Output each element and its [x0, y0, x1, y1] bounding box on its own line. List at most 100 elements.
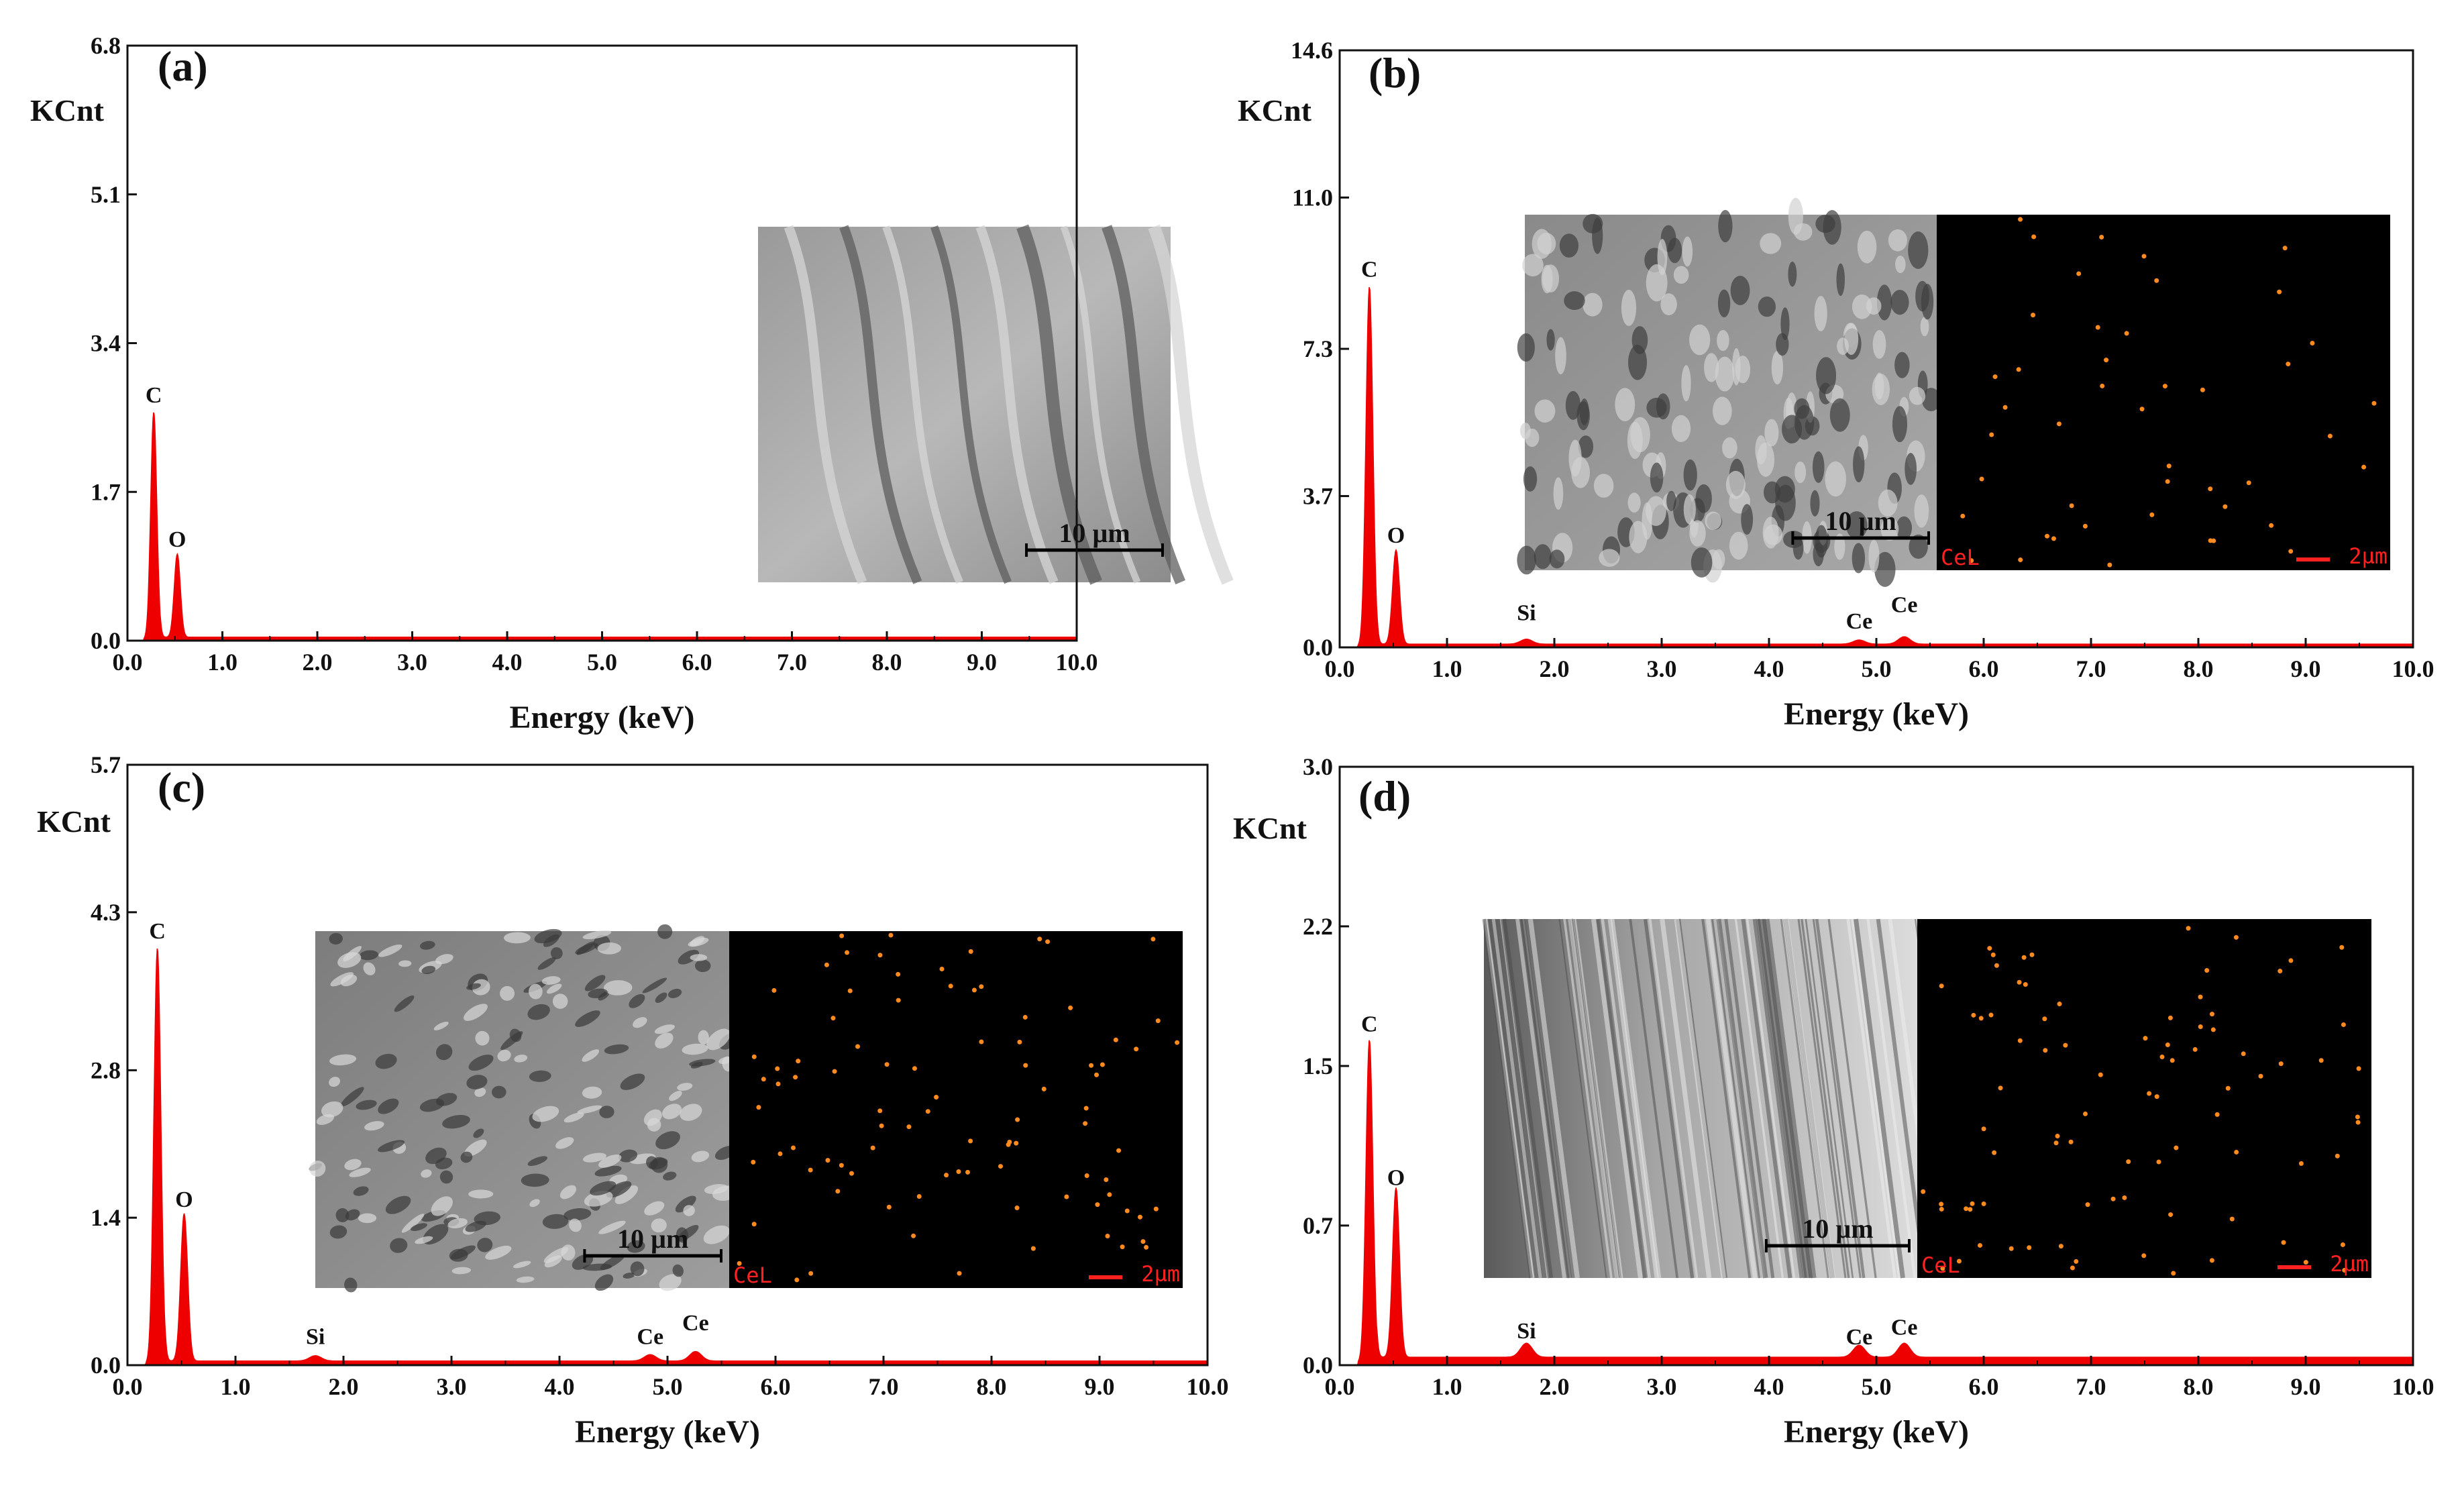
ce-dot — [1994, 963, 1999, 968]
ce-dot — [2278, 969, 2283, 974]
ce-dot — [2085, 1202, 2090, 1208]
y-tick-label: 0.0 — [1303, 634, 1333, 661]
x-tick-label: 10.0 — [1187, 1373, 1229, 1400]
y-tick-label: 5.7 — [91, 751, 121, 778]
x-tick-label: 7.0 — [869, 1373, 899, 1400]
x-tick-label: 2.0 — [329, 1373, 359, 1400]
ce-dot — [855, 1044, 861, 1049]
x-tick-label: 8.0 — [2184, 655, 2214, 682]
y-tick-label: 3.4 — [91, 330, 121, 357]
ce-dot — [1045, 939, 1051, 945]
x-axis-label: Energy (keV) — [575, 1414, 760, 1450]
ce-dot — [796, 1059, 801, 1064]
x-tick-label: 1.0 — [207, 649, 237, 676]
x-tick-label: 3.0 — [437, 1373, 467, 1400]
eds-panel-b: 10 µm CeL 2µm 0.0 1.0 2.0 3.0 4.0 5.0 6.0 7.0 8.0 9.… — [1238, 37, 2434, 732]
ce-dot — [2174, 1145, 2179, 1151]
x-tick-label: 3.0 — [1647, 655, 1677, 682]
ce-dot — [2147, 1091, 2152, 1096]
ce-dot — [2222, 504, 2228, 509]
ce-dot — [2171, 1271, 2176, 1276]
ce-dot — [884, 1062, 890, 1067]
y-axis-label: KCnt — [1233, 811, 1307, 845]
ce-dot — [2083, 1111, 2088, 1116]
ce-dot — [1977, 1242, 1982, 1248]
peak-label: O — [1387, 523, 1405, 548]
ce-dot — [1120, 1244, 1125, 1250]
ce-dot — [794, 1277, 800, 1283]
ce-dot — [2154, 278, 2159, 283]
y-tick-label: 3.7 — [1303, 482, 1333, 509]
ce-dot — [2018, 557, 2023, 563]
y-tick-label: 0.0 — [91, 1352, 121, 1379]
ce-dot — [2246, 480, 2251, 486]
eds-panel-d: 10 µm CeL 2µm 0.0 1.0 2.0 3.0 4.0 5.0 6.0 7.0 8.0 9.… — [1233, 753, 2434, 1450]
ce-dot — [2107, 562, 2112, 568]
ce-dot — [839, 1163, 844, 1168]
ce-dot — [847, 988, 853, 994]
ce-dot — [1992, 374, 1998, 380]
ce-dot — [2027, 1245, 2032, 1250]
ce-dot — [778, 1151, 783, 1157]
ce-dot — [2056, 421, 2061, 427]
y-tick-label: 0.0 — [1303, 1352, 1333, 1379]
ce-dot — [2156, 1159, 2161, 1165]
ce-dot — [2008, 1246, 2014, 1251]
ce-dot — [2159, 1054, 2165, 1059]
y-tick-label: 2.8 — [91, 1057, 121, 1083]
ce-dot — [2298, 1161, 2304, 1166]
ce-dot — [2258, 1073, 2263, 1079]
ce-dot — [912, 1066, 917, 1071]
ce-dot — [2082, 523, 2088, 529]
ce-dot — [2154, 1094, 2159, 1100]
x-tick-label: 6.0 — [761, 1373, 791, 1400]
ce-dot — [737, 1261, 742, 1266]
ce-dot — [2057, 1002, 2062, 1007]
ce-dot — [1068, 1005, 1073, 1010]
y-axis-label: KCnt — [37, 804, 111, 839]
ce-dot — [2327, 433, 2333, 439]
ce-dot — [1939, 1201, 1944, 1207]
ce-dot — [835, 1189, 841, 1194]
x-tick-label: 6.0 — [1969, 1373, 1999, 1400]
ce-dot — [2055, 1133, 2060, 1138]
ce-dot — [979, 1039, 984, 1045]
x-tick-label: 8.0 — [977, 1373, 1007, 1400]
ce-dot — [1022, 1014, 1028, 1020]
ce-dot — [1083, 1121, 1088, 1126]
ce-dot — [968, 949, 973, 954]
peak-label: C — [1361, 1012, 1378, 1036]
ce-dot — [2356, 1066, 2361, 1071]
x-tick-label: 9.0 — [967, 649, 997, 676]
peak-label: Ce — [637, 1324, 663, 1349]
ce-dot — [879, 1123, 884, 1128]
ce-dot — [1137, 1214, 1142, 1220]
ce-dot — [939, 967, 945, 972]
x-tick-label: 5.0 — [1862, 1373, 1892, 1400]
x-tick-label: 3.0 — [397, 649, 427, 676]
x-tick-label: 0.0 — [1325, 655, 1355, 682]
ce-dot — [877, 1108, 883, 1114]
map-scale-label: 2µm — [1141, 1261, 1180, 1287]
ce-dot — [2023, 982, 2028, 987]
x-tick-label: 2.0 — [303, 649, 333, 676]
ce-dot — [2355, 1114, 2360, 1120]
ce-dot — [911, 1233, 916, 1238]
ce-dot — [756, 1105, 761, 1110]
ce-dot — [1064, 1194, 1069, 1199]
ce-dot — [2339, 945, 2345, 950]
ce-dot — [2058, 1244, 2064, 1249]
peak-label: C — [1361, 258, 1378, 282]
ce-dot — [2286, 362, 2291, 367]
ce-dot — [1939, 983, 1944, 989]
ce-dot — [2045, 533, 2050, 539]
peak-label: O — [1387, 1165, 1405, 1190]
ce-dot — [1981, 1201, 1986, 1206]
ce-dot — [2170, 1058, 2175, 1063]
ce-dot — [808, 1271, 814, 1276]
ce-dot — [1140, 1239, 1146, 1244]
ce-dot — [1105, 1234, 1110, 1239]
ce-dot — [824, 962, 829, 967]
peak-label: C — [149, 919, 166, 944]
x-tick-label: 2.0 — [1540, 1373, 1570, 1400]
